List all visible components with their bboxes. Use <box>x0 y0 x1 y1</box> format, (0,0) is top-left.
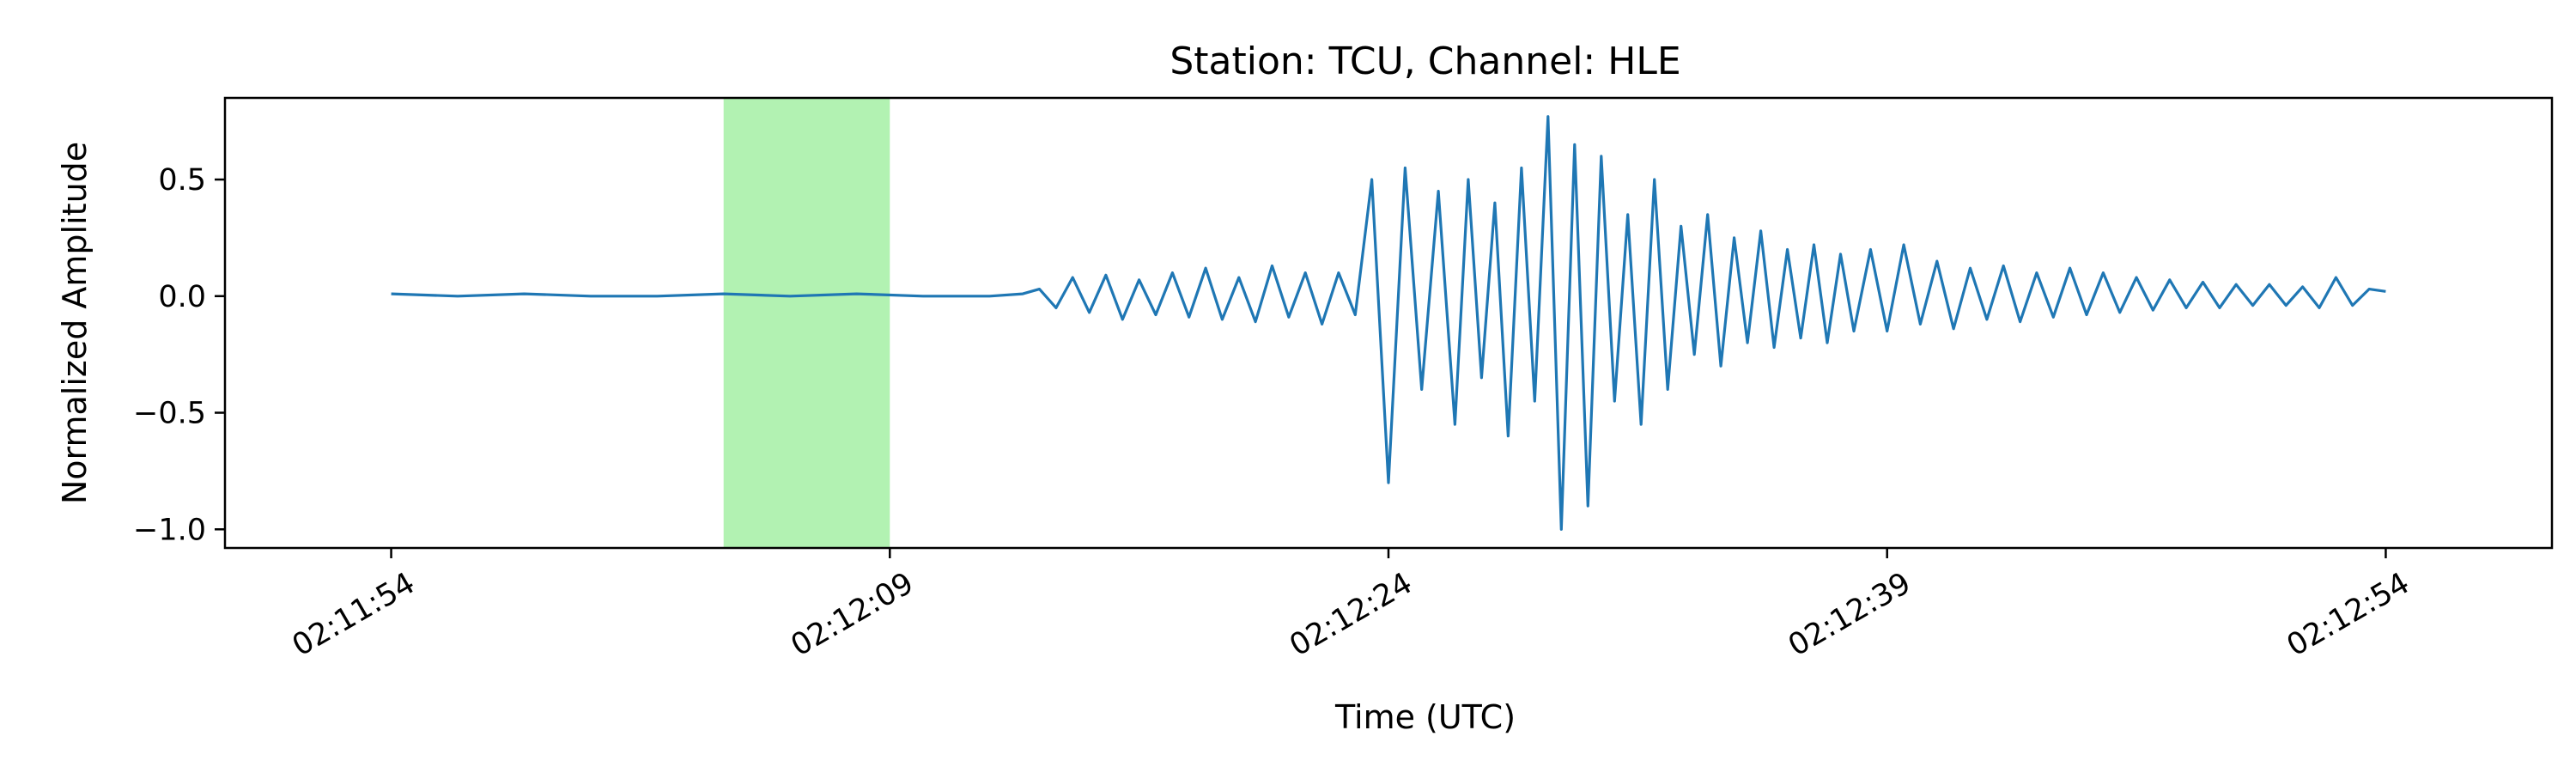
x-tick-label: 02:12:09 <box>786 566 920 663</box>
y-tick-label: 0.0 <box>158 280 206 314</box>
y-tick-label: 0.5 <box>158 163 206 198</box>
y-tick-label: −0.5 <box>133 397 206 431</box>
plot-area <box>223 96 2554 550</box>
chart-title: Station: TCU, Channel: HLE <box>1170 40 1680 83</box>
y-axis-label: Normalized Amplitude <box>56 142 94 504</box>
y-tick-label: −1.0 <box>133 513 206 547</box>
x-axis: 02:11:54 02:12:09 02:12:24 02:12:39 02:12:54 <box>287 548 2415 663</box>
y-axis: 0.5 0.0 −0.5 −1.0 <box>133 163 225 547</box>
x-tick-label: 02:12:24 <box>1284 566 1418 663</box>
x-tick-label: 02:11:54 <box>287 566 421 663</box>
x-tick-label: 02:12:54 <box>2281 566 2415 663</box>
x-axis-label: Time (UTC) <box>1334 698 1516 736</box>
waveform-trace <box>391 115 2386 531</box>
highlight-span <box>723 98 890 548</box>
x-tick-label: 02:12:39 <box>1783 566 1917 663</box>
